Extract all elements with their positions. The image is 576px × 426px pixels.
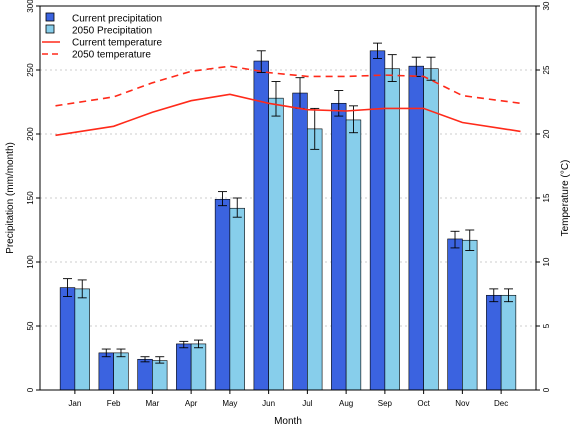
y2-axis-title: Temperature (°C) [560, 160, 571, 237]
error-bar-current-precipitation-mar [140, 356, 150, 363]
legend-label-2050-precipitation: 2050 Precipitation [72, 26, 152, 37]
y2-tick-label-25: 25 [542, 65, 551, 74]
y-tick-label-50: 50 [26, 321, 35, 330]
bar-current-precipitation-sep [369, 50, 386, 391]
bar-2050-precipitation-feb [113, 352, 129, 391]
bar-2050-precipitation-sep [384, 68, 400, 391]
bar-2050-precipitation-jul [307, 128, 323, 391]
bars [59, 50, 517, 391]
bar-current-precipitation-mar [137, 358, 153, 391]
legend-label-current-temperature: Current temperature [72, 38, 162, 49]
bar-current-precipitation-apr [176, 343, 192, 391]
legend-swatch-current-precipitation [45, 12, 55, 22]
error-bar-2050-precipitation-jun [271, 81, 281, 117]
temperature-lines [55, 65, 521, 137]
bar-2050-precipitation-apr [190, 343, 207, 391]
x-tick-label-nov: Nov [455, 399, 469, 408]
y-tick-label-150: 150 [26, 191, 35, 205]
x-axis: Jan Feb Mar Apr May Jun Jul Aug Sep Oct Nov Dec [68, 390, 508, 408]
x-tick-label-jan: Jan [68, 399, 81, 408]
y2-tick-label-30: 30 [542, 1, 551, 10]
bar-current-precipitation-aug [331, 102, 347, 391]
error-bar-2050-precipitation-jul [310, 107, 320, 150]
y2-tick-label-15: 15 [542, 193, 551, 202]
error-bar-current-precipitation-may [218, 191, 228, 207]
x-axis-title: Month [274, 416, 302, 426]
right-axis: 0 5 10 15 20 25 30 [536, 1, 551, 392]
error-bar-current-precipitation-nov [450, 230, 460, 249]
bar-2050-precipitation-may [229, 207, 245, 391]
bar-2050-precipitation-jan [74, 288, 90, 391]
bar-current-precipitation-dec [486, 294, 502, 391]
x-tick-label-jul: Jul [302, 399, 312, 408]
y2-tick-label-5: 5 [542, 323, 551, 328]
x-tick-label-mar: Mar [145, 399, 159, 408]
error-bar-current-precipitation-feb [101, 348, 111, 358]
y-tick-label-200: 200 [26, 127, 35, 141]
error-bar-2050-precipitation-jan [77, 279, 87, 299]
x-tick-label-aug: Aug [339, 399, 353, 408]
x-tick-label-dec: Dec [494, 399, 508, 408]
x-tick-label-feb: Feb [107, 399, 121, 408]
legend: Current precipitation 2050 Precipitation… [42, 12, 162, 61]
bar-current-precipitation-jul [292, 92, 308, 391]
error-bar-2050-precipitation-apr [193, 339, 203, 349]
legend-swatch-2050-precipitation [45, 24, 55, 34]
x-tick-label-jun: Jun [262, 399, 275, 408]
error-bar-2050-precipitation-dec [503, 288, 513, 303]
error-bar-2050-precipitation-may [232, 197, 242, 218]
error-bar-2050-precipitation-oct [426, 56, 436, 81]
error-bar-current-precipitation-apr [179, 340, 189, 349]
x-tick-label-may: May [222, 399, 237, 408]
error-bar-2050-precipitation-sep [387, 54, 397, 82]
error-bar-2050-precipitation-mar [155, 356, 165, 364]
bar-2050-precipitation-jun [268, 97, 284, 391]
x-tick-label-apr: Apr [185, 399, 198, 408]
bar-2050-precipitation-mar [152, 360, 168, 391]
bar-2050-precipitation-nov [462, 239, 478, 391]
bar-2050-precipitation-aug [345, 119, 362, 391]
y-tick-label-250: 250 [26, 63, 35, 77]
error-bar-current-precipitation-sep [373, 42, 383, 59]
left-axis: 0 50 100 150 200 250 300 [26, 0, 40, 392]
bar-2050-precipitation-dec [500, 294, 517, 391]
bar-current-precipitation-nov [447, 238, 463, 391]
x-tick-label-sep: Sep [378, 399, 393, 408]
x-tick-label-oct: Oct [417, 399, 430, 408]
bar-current-precipitation-jan [59, 287, 76, 391]
error-bar-current-precipitation-jun [256, 50, 266, 74]
line-2050-temperature [55, 65, 521, 107]
error-bar-current-precipitation-jan [63, 278, 73, 298]
y2-tick-label-20: 20 [542, 129, 551, 138]
error-bars [63, 42, 513, 364]
error-bar-2050-precipitation-nov [465, 229, 475, 251]
y2-tick-label-0: 0 [542, 387, 551, 392]
y-tick-label-0: 0 [26, 387, 35, 392]
legend-label-2050-temperature: 2050 temperature [72, 50, 151, 61]
bar-current-precipitation-oct [408, 65, 424, 391]
error-bar-current-precipitation-aug [334, 90, 344, 117]
bar-current-precipitation-jun [253, 60, 269, 391]
y-axis-title: Precipitation (mm/month) [5, 142, 16, 254]
bar-current-precipitation-may [214, 198, 231, 391]
y-tick-label-300: 300 [26, 0, 35, 13]
y2-tick-label-10: 10 [542, 257, 551, 266]
y-tick-label-100: 100 [26, 255, 35, 269]
line-current-temperature [55, 93, 521, 137]
bar-2050-precipitation-oct [423, 68, 439, 391]
error-bar-current-precipitation-dec [489, 288, 499, 303]
bar-current-precipitation-feb [98, 352, 114, 391]
error-bar-2050-precipitation-feb [116, 348, 126, 358]
legend-label-current-precipitation: Current precipitation [72, 14, 162, 25]
